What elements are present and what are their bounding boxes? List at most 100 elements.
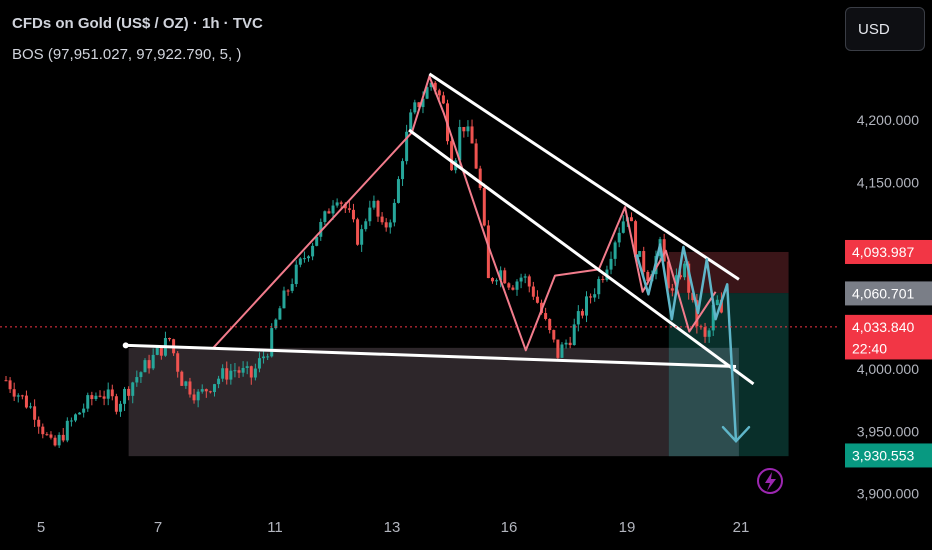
candle-body <box>474 143 478 169</box>
candle-body <box>335 202 339 206</box>
candle-body <box>45 434 49 436</box>
candle-body <box>98 395 102 397</box>
candle-body <box>466 126 470 132</box>
candle-body <box>61 434 65 441</box>
price-badge <box>845 443 932 468</box>
candle-body <box>298 258 302 265</box>
candle-body <box>33 406 37 420</box>
candle-body <box>159 347 163 356</box>
candle-body <box>584 296 588 316</box>
x-axis[interactable]: 5 7 11 13 16 19 21 <box>37 519 750 536</box>
candle-body <box>589 296 593 298</box>
price-badge-label: 22:40 <box>852 340 887 356</box>
candle-body <box>409 112 413 132</box>
candle-body <box>331 205 335 214</box>
price-badge <box>845 281 932 306</box>
candle-body <box>621 221 625 233</box>
candle-body <box>544 313 548 319</box>
candle-body <box>29 406 33 408</box>
candle-body <box>274 319 278 329</box>
candle-body <box>20 395 24 397</box>
candle-body <box>560 344 564 358</box>
zigzag-pattern <box>212 75 717 352</box>
candle-body <box>24 395 28 408</box>
candle-body <box>634 221 638 257</box>
candle-body <box>679 275 683 278</box>
candle-body <box>556 339 560 358</box>
y-tick-label: 3,950.000 <box>857 423 919 439</box>
arrow-down-icon <box>721 425 751 444</box>
candle-body <box>356 219 360 245</box>
candle-body <box>8 380 12 390</box>
candle-body <box>53 437 57 446</box>
candle-body <box>511 287 515 290</box>
candle-body <box>572 324 576 346</box>
candle-body <box>609 258 613 270</box>
candle-body <box>527 276 531 287</box>
candle-body <box>143 360 147 373</box>
candle-body <box>646 271 650 282</box>
candle-body <box>204 389 208 392</box>
candle-body <box>102 396 106 399</box>
candle-body <box>531 286 535 297</box>
candle-body <box>417 102 421 108</box>
candle-body <box>715 299 719 306</box>
candle-body <box>233 370 237 372</box>
candle-body <box>127 388 131 396</box>
candle-body <box>319 221 323 237</box>
candle-body <box>286 290 290 292</box>
candle-body <box>515 281 519 290</box>
projection-path <box>635 243 738 442</box>
candle-body <box>225 368 229 380</box>
lightning-icon[interactable] <box>757 468 783 494</box>
indicator-legend[interactable]: BOS (97,951.027, 97,922.790, 5, ) <box>12 46 242 63</box>
x-tick-label: 13 <box>384 519 401 536</box>
candle-body <box>421 98 425 108</box>
candle-body <box>135 377 139 383</box>
candle-body <box>458 126 462 161</box>
candle-body <box>495 280 499 282</box>
x-tick-label: 16 <box>501 519 518 536</box>
candle-body <box>629 217 633 222</box>
candle-body <box>364 221 368 230</box>
candle-body <box>593 294 597 298</box>
candle-body <box>482 187 486 226</box>
candle-body <box>192 394 196 401</box>
candle-body <box>270 328 274 357</box>
y-axis[interactable]: 3,900.000 3,950.000 4,000.000 4,150.000 4,20… <box>857 112 919 502</box>
candle-body <box>347 208 351 210</box>
candle-body <box>217 378 221 385</box>
candle-body <box>613 242 617 259</box>
price-badge-label: 4,093.987 <box>852 244 914 260</box>
candle-body <box>196 391 200 401</box>
y-tick-label: 4,150.000 <box>857 174 919 190</box>
candle-body <box>703 327 707 337</box>
candle-body <box>249 366 253 378</box>
price-badge-label: 4,033.840 <box>852 319 914 335</box>
candle-body <box>535 296 539 303</box>
x-tick-label: 7 <box>154 519 162 536</box>
candle-body <box>691 292 695 301</box>
candle-body <box>57 434 61 446</box>
candle-body <box>360 229 364 245</box>
candle-body <box>253 368 257 378</box>
price-badge-label: 4,060.701 <box>852 285 914 301</box>
candle-body <box>327 211 331 214</box>
candle-body <box>4 380 8 382</box>
candle-body <box>106 389 110 399</box>
currency-button[interactable]: USD <box>845 7 925 51</box>
candle-body <box>176 353 180 372</box>
y-tick-label: 4,200.000 <box>857 112 919 128</box>
candle-body <box>486 225 490 279</box>
chart-title: CFDs on Gold (US$ / OZ) · 1h · TVC <box>12 15 263 32</box>
candle-body <box>73 414 77 421</box>
candle-body <box>576 311 580 325</box>
candle-body <box>131 382 135 396</box>
candle-body <box>670 288 674 291</box>
candle-body <box>118 403 122 412</box>
candle-body <box>307 256 311 259</box>
candle-body <box>123 388 127 404</box>
candle-body <box>687 263 691 293</box>
price-badge <box>845 337 932 360</box>
